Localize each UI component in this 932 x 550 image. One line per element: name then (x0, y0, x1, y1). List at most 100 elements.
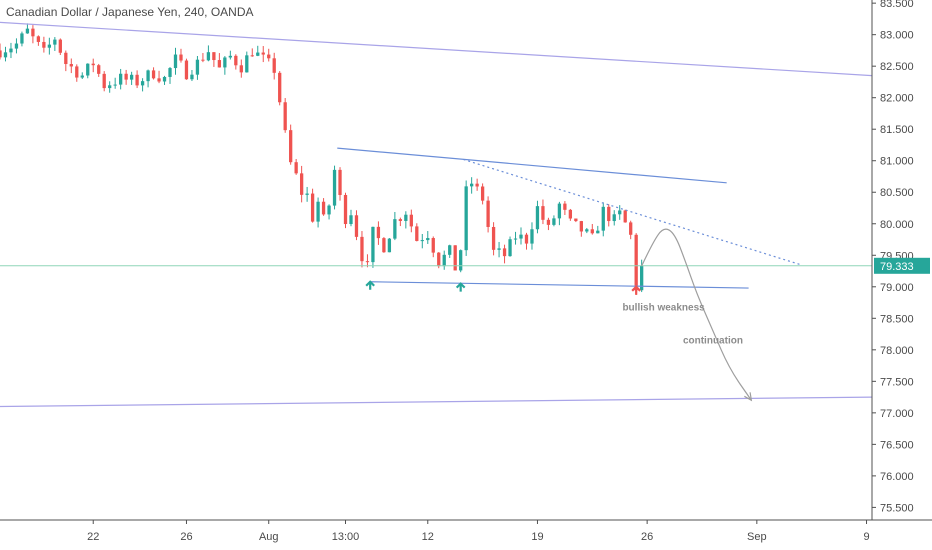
candle-body (502, 248, 507, 257)
candle-body (14, 43, 19, 49)
candle-body (36, 36, 41, 42)
price-tick-label: 78.500 (880, 313, 914, 325)
candle-body (195, 59, 200, 75)
candle-body (535, 206, 540, 230)
candle-body (217, 60, 222, 68)
candle-body (349, 215, 353, 225)
projection-path (641, 228, 752, 401)
time-tick-label: 13:00 (332, 531, 360, 543)
annotation-label: bullish weakness (622, 303, 705, 314)
candle-body (151, 70, 156, 79)
time-tick-label: Sep (747, 531, 767, 543)
candle-body (448, 245, 452, 255)
candle-body (640, 265, 644, 291)
candle-body (524, 234, 529, 244)
candle-body (530, 229, 534, 244)
candle-body (629, 222, 633, 235)
candle-body (223, 57, 227, 68)
price-axis[interactable]: 75.500 76.000 76.500 77.000 77.500 78.000 78.5… (871, 0, 932, 550)
last-price-label: 79.333 (880, 261, 914, 273)
candle-body (437, 252, 441, 267)
price-tick-label: 81.500 (880, 124, 914, 136)
candle-body (135, 74, 139, 86)
candle-body (464, 186, 468, 251)
candle-body (382, 238, 386, 253)
price-tick-label: 76.500 (880, 439, 914, 451)
candle-body (404, 214, 408, 221)
candle-body (332, 169, 337, 206)
candle-body (97, 65, 101, 74)
price-tick-label: 80.000 (880, 219, 914, 231)
candle-body (360, 236, 364, 262)
time-tick-label: Aug (259, 531, 279, 543)
candle-body (513, 238, 518, 240)
candle-body (574, 218, 578, 222)
time-tick-label: 9 (863, 531, 869, 543)
price-tick-label: 81.000 (880, 156, 914, 168)
candle-body (618, 210, 622, 215)
candle-body (113, 84, 117, 86)
time-tick-label: 22 (87, 531, 99, 543)
price-tick-label: 79.000 (880, 282, 914, 294)
candle-body (623, 210, 627, 223)
candle-body (201, 59, 205, 61)
price-tick-label: 83.500 (880, 0, 914, 10)
candle-body (420, 240, 424, 242)
candle-body (338, 169, 342, 195)
time-tick-label: 26 (641, 531, 653, 543)
candle-body (305, 193, 309, 195)
price-tick-label: 80.500 (880, 187, 914, 199)
time-tick-label: 12 (422, 531, 434, 543)
candle-body (634, 234, 638, 291)
candle-body (206, 52, 211, 61)
candle-body (256, 52, 260, 56)
candle-body (409, 214, 413, 227)
candle-body (398, 219, 402, 221)
candle-body (47, 44, 52, 48)
candle-body (426, 238, 430, 241)
price-tick-label: 78.000 (880, 345, 914, 357)
candle-body (261, 52, 265, 55)
candle-body (579, 221, 583, 232)
candle-body (491, 226, 496, 250)
trendline-long-lower (0, 396, 873, 408)
candle-body (519, 234, 523, 239)
candle-body (31, 28, 35, 37)
time-axis[interactable]: 22 26 Aug 13:00 12 19 26 Sep 9 (0, 519, 932, 550)
candle-body (568, 209, 573, 219)
candle-body (108, 85, 112, 89)
candle-body (184, 60, 189, 80)
candle-body (140, 81, 145, 86)
candle-body (228, 55, 232, 58)
candle-body (0, 50, 2, 58)
candle-body (190, 74, 194, 80)
drawings-layer: continuation bullish weakness (0, 21, 873, 408)
price-tick-label: 83.000 (880, 30, 914, 42)
candle-body (316, 201, 320, 222)
candle-body (250, 55, 254, 57)
candle-body (3, 52, 8, 58)
candle-body (91, 63, 95, 66)
candle-body (415, 226, 419, 241)
candle-body (486, 200, 490, 227)
candle-body (168, 68, 172, 77)
candle-body (179, 54, 183, 61)
candle-body (601, 206, 605, 231)
candle-body (585, 229, 589, 232)
candle-body (157, 78, 161, 82)
candle-body (234, 55, 238, 66)
trendline-long-upper (0, 21, 873, 77)
candle-body (497, 248, 501, 250)
candle-body (480, 186, 485, 201)
candle-body (354, 215, 359, 237)
projection-label: continuation (683, 336, 743, 347)
candle-body (343, 194, 348, 225)
candle-body (376, 226, 381, 239)
candle-body (563, 203, 567, 210)
candle-body (162, 76, 167, 82)
price-tick-label: 77.500 (880, 376, 914, 388)
price-tick-label: 76.000 (880, 471, 914, 483)
trendline-channel-lower (370, 281, 749, 289)
candle-body (53, 39, 57, 45)
